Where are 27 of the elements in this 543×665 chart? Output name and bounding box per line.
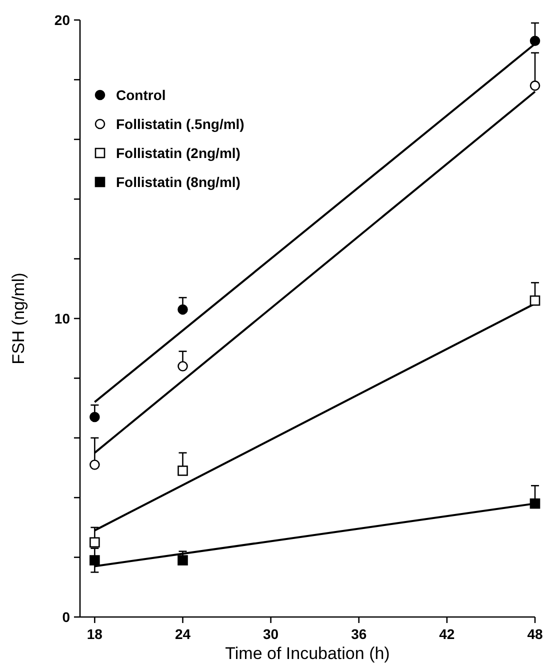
y-tick-label: 20: [54, 12, 70, 28]
point: [90, 537, 100, 548]
y-axis-title: FSH (ng/ml): [9, 272, 28, 364]
x-tick-label: 24: [174, 626, 191, 642]
point: [90, 460, 100, 470]
x-tick-label: 42: [439, 626, 455, 642]
point: [178, 555, 188, 566]
legend-label: Follistatin (8ng/ml): [116, 174, 240, 190]
point: [530, 498, 540, 509]
point: [178, 304, 188, 315]
x-tick-label: 36: [351, 626, 367, 642]
y-tick-label: 10: [54, 310, 70, 326]
y-tick-label: 0: [62, 608, 70, 625]
x-tick-label: 48: [527, 626, 543, 642]
point: [90, 412, 100, 422]
point: [530, 295, 540, 306]
x-tick-label: 18: [86, 626, 103, 642]
x-axis-title: Time of Incubation (h): [225, 644, 390, 663]
legend-label: Follistatin (2ng/ml): [116, 144, 240, 161]
point: [530, 36, 540, 46]
point: [90, 555, 100, 566]
x-tick-label: 30: [263, 626, 279, 642]
point: [178, 466, 188, 476]
point: [530, 80, 540, 91]
legend-label: Control: [116, 86, 166, 103]
legend-label: Follistatin (.5ng/ml): [116, 116, 244, 132]
point: [178, 361, 188, 372]
